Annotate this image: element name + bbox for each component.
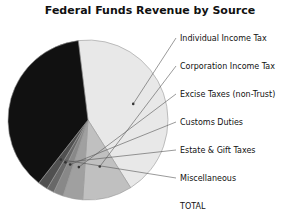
leader-line (61, 160, 176, 178)
legend-label: TOTAL (179, 202, 206, 211)
leader-dot (132, 103, 135, 106)
title: Federal Funds Revenue by Source (45, 4, 255, 17)
chart: Federal Funds Revenue by Source Individua… (0, 0, 300, 219)
legend-label: Excise Taxes (non-Trust) (180, 90, 275, 99)
legend-label: Estate & Gift Taxes (180, 146, 255, 155)
slice (8, 41, 88, 183)
leader-line (79, 94, 176, 167)
leader-line (65, 150, 176, 162)
legend: Individual Income Tax Corporation Income … (179, 34, 275, 211)
chart-container: Federal Funds Revenue by Source Individua… (0, 0, 300, 219)
leader-dot (60, 158, 63, 161)
legend-label: Miscellaneous (180, 174, 236, 183)
leader-dot (69, 163, 72, 166)
leader-lines (60, 38, 176, 178)
legend-label: Corporation Income Tax (180, 62, 275, 71)
leader-line (70, 122, 176, 165)
leader-dot (64, 161, 67, 164)
legend-label: Customs Duties (180, 118, 243, 127)
slices (8, 40, 168, 200)
slice (83, 120, 131, 200)
leader-dot (78, 166, 81, 169)
legend-label: Individual Income Tax (180, 34, 267, 43)
